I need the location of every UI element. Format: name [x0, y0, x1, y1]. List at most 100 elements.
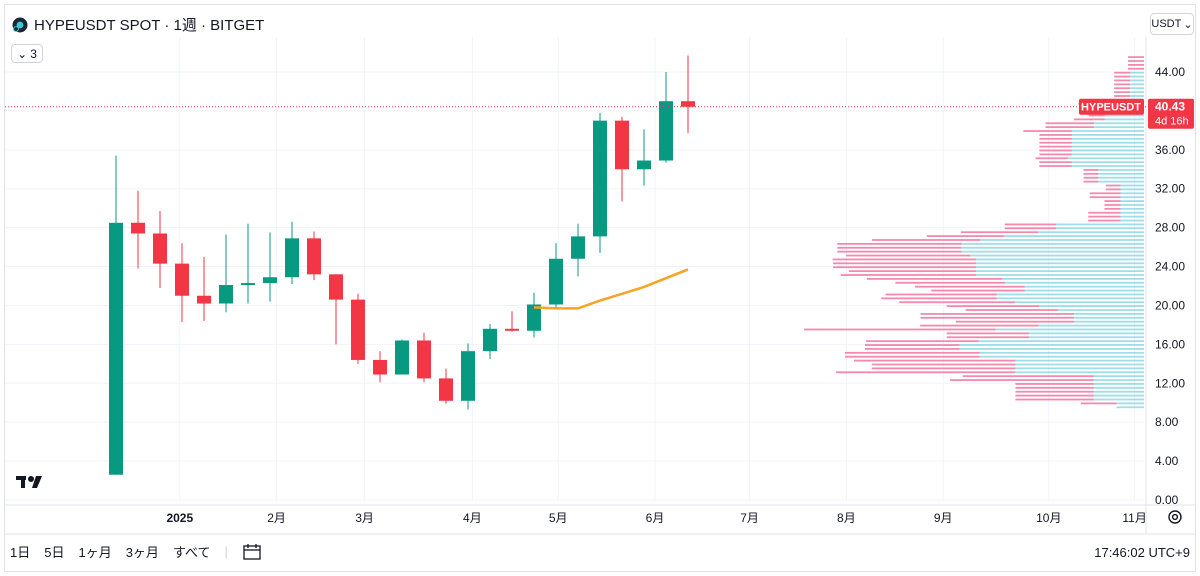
date-range-icon[interactable] — [242, 543, 262, 561]
volume-profile-bar-down — [1105, 188, 1121, 191]
volume-profile-bar-up — [1104, 114, 1144, 117]
time-tick-label: 2月 — [267, 511, 286, 525]
candle-body[interactable] — [153, 233, 167, 264]
volume-profile-bar-down — [1088, 219, 1121, 222]
candle-body[interactable] — [593, 120, 607, 237]
candle-body[interactable] — [351, 299, 365, 360]
volume-profile-bar-down — [1015, 398, 1094, 401]
volume-profile-bar-up — [976, 262, 1144, 265]
volume-profile-bar-down — [1035, 157, 1068, 160]
range-button-1m[interactable]: 1ヶ月 — [78, 545, 112, 560]
indicator-toggle-button[interactable]: ⌄ 3 — [11, 44, 43, 63]
candle-body[interactable] — [241, 283, 255, 286]
volume-profile-bar-down — [1104, 204, 1121, 206]
candle-body[interactable] — [285, 238, 299, 278]
volume-profile-bar-up — [1098, 176, 1144, 179]
candle-body[interactable] — [505, 328, 519, 331]
chevron-down-icon: ⌄ — [1183, 18, 1193, 31]
volume-profile-bar-down — [960, 231, 1039, 234]
candle-body[interactable] — [615, 120, 629, 170]
candle-body[interactable] — [131, 222, 145, 234]
candle-body[interactable] — [483, 328, 497, 352]
candle-body[interactable] — [263, 277, 277, 284]
volume-profile-bar-up — [1093, 383, 1144, 385]
range-button-all[interactable]: すべて — [172, 545, 211, 560]
volume-profile-bar-up — [1130, 75, 1144, 78]
candle-body[interactable] — [307, 238, 321, 275]
volume-profile-bar-down — [1039, 149, 1072, 152]
symbol-title[interactable]: HYPEUSDT SPOT · 1週 · BITGET — [34, 17, 265, 34]
volume-profile-bar-down — [962, 375, 1094, 378]
settings-gear-icon[interactable] — [1168, 510, 1182, 524]
candle-body[interactable] — [417, 340, 431, 379]
volume-profile-bar-down — [955, 320, 1074, 323]
tradingview-logo-icon — [16, 476, 42, 488]
volume-profile-bar-down — [865, 344, 960, 346]
volume-profile-bar-up — [979, 355, 1144, 358]
volume-profile-bar-up — [1056, 223, 1144, 226]
volume-profile-bar-up — [978, 340, 1144, 343]
symbol-badge — [1079, 98, 1144, 115]
candle-body[interactable] — [373, 359, 387, 375]
volume-profile-bar-down — [899, 301, 1015, 304]
price-tick-label: 32.00 — [1155, 182, 1185, 196]
divider: | — [224, 544, 228, 559]
currency-label: USDT — [1151, 18, 1182, 30]
candle-body[interactable] — [681, 101, 695, 107]
candle-body[interactable] — [329, 274, 343, 300]
volume-profile-bar-down — [1088, 211, 1121, 214]
candle-body[interactable] — [571, 236, 585, 259]
volume-profile-bar-down — [946, 336, 1030, 339]
volume-profile-bar-up — [1073, 320, 1144, 323]
candle-body[interactable] — [219, 285, 233, 304]
volume-profile-bar-down — [1045, 126, 1095, 129]
volume-profile-bar-down — [804, 328, 996, 331]
volume-profile-bar-up — [1024, 285, 1144, 288]
range-button-3m[interactable]: 3ヶ月 — [125, 545, 159, 560]
volume-profile-bar-down — [1114, 83, 1131, 86]
volume-profile-bar-down — [895, 281, 1006, 284]
time-tick-label: 7月 — [740, 511, 759, 525]
volume-profile-bar-down — [871, 363, 1016, 366]
volume-profile-bar-up — [1093, 394, 1144, 397]
volume-profile-bar-down — [833, 266, 977, 269]
volume-profile-bar-down — [1127, 60, 1144, 62]
volume-profile-bar-up — [1071, 137, 1144, 140]
volume-profile-bar-up — [959, 348, 1144, 350]
volume-profile-bar-up — [1071, 145, 1144, 148]
price-badge-value: 40.43 — [1155, 100, 1185, 114]
volume-profile-bar-down — [1083, 172, 1099, 175]
volume-profile-bar-down — [1015, 383, 1094, 385]
volume-profile-bar-down — [866, 277, 1003, 280]
volume-profile-bar-down — [1083, 176, 1099, 179]
range-button-1d[interactable]: 1日 — [10, 545, 31, 560]
volume-profile-bar-up — [959, 344, 1144, 346]
countdown-label: 4d 16h — [1155, 116, 1189, 128]
volume-profile-bar-up — [1098, 169, 1144, 171]
candle-body[interactable] — [659, 101, 673, 161]
time-tick-label: 3月 — [355, 511, 374, 525]
volume-profile-bar-down — [1080, 402, 1117, 405]
volume-profile-bar-down — [1004, 223, 1057, 226]
volume-profile-bar-up — [1071, 153, 1144, 156]
candle-body[interactable] — [439, 378, 453, 401]
candle-body[interactable] — [527, 304, 541, 331]
currency-select[interactable]: USDT ⌄ — [1150, 13, 1194, 35]
volume-profile-bar-up — [1004, 235, 1144, 237]
volume-profile-bar-up — [1120, 207, 1144, 210]
candle-body[interactable] — [549, 258, 563, 305]
volume-profile-bar-down — [1088, 114, 1105, 117]
time-tick-label: 11月 — [1122, 511, 1146, 525]
candle-body[interactable] — [637, 160, 651, 170]
time-tick-label: 2025 — [166, 511, 193, 525]
candle-body[interactable] — [109, 222, 123, 475]
volume-profile-bar-down — [1015, 390, 1094, 393]
volume-profile-bar-down — [833, 262, 977, 265]
volume-profile-bar-down — [1089, 196, 1121, 199]
candle-body[interactable] — [175, 263, 189, 296]
candle-body[interactable] — [197, 295, 211, 304]
candle-body[interactable] — [461, 351, 475, 401]
range-button-5d[interactable]: 5日 — [44, 545, 65, 560]
candle-body[interactable] — [395, 340, 409, 375]
